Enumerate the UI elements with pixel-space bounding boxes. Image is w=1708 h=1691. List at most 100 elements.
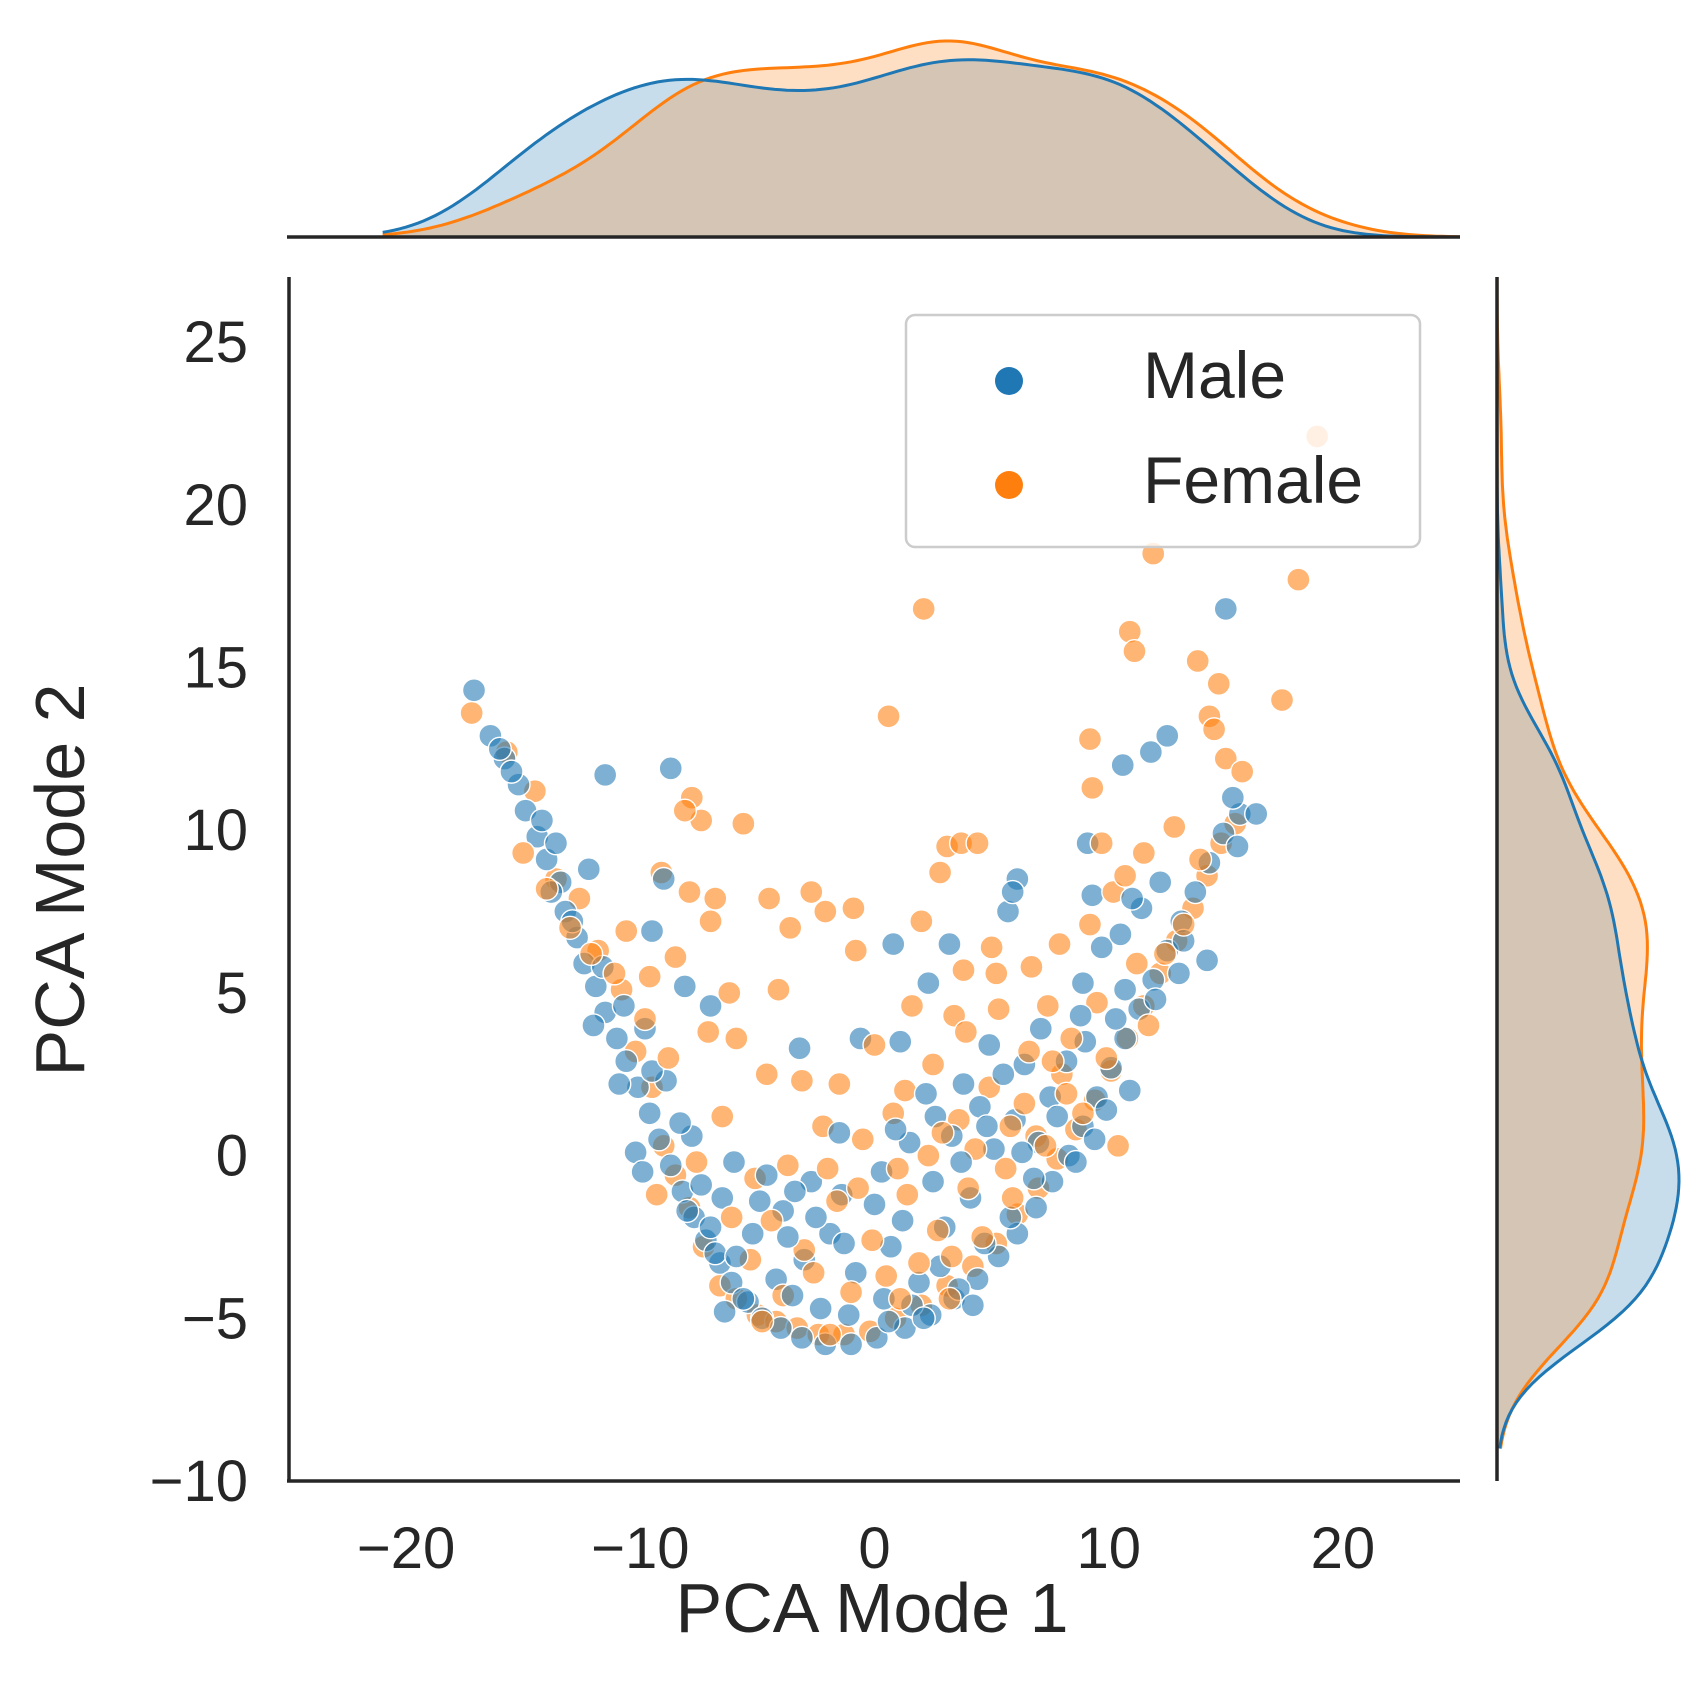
scatter-point-female [1000,1185,1025,1211]
scatter-point-female [850,1127,875,1152]
y-tick-label: 10 [183,798,248,863]
scatter-point-female [874,1263,899,1289]
scatter-point-female [789,1068,815,1093]
scatter-point-female [965,831,990,856]
scatter-point-male [611,993,637,1019]
scatter-point-male [838,1332,864,1357]
scatter-point-female [1059,1026,1084,1051]
scatter-point-female [775,1153,801,1178]
scatter-point-male [1244,801,1269,827]
scatter-point-female [756,886,782,911]
scatter-point-female [895,1182,920,1207]
scatter-point-male [780,1283,805,1308]
scatter-point-male [1119,886,1145,911]
scatter-point-male [1009,1140,1035,1165]
scatter-point-female [1016,1039,1042,1064]
scatter-point-male [614,1049,639,1074]
scatter-point-male [672,974,697,999]
scatter-point-male [1220,785,1246,810]
scatter-point-male [658,756,683,781]
scatter-point-male [1143,987,1168,1012]
scatter-point-female [632,1006,658,1032]
scatter-point-female [696,1019,721,1045]
scatter-point-female [724,1026,749,1051]
scatter-point-female [459,700,484,726]
scatter-point-female [953,1019,979,1045]
scatter-point-female [1269,687,1295,713]
scatter-point-male [1070,970,1096,996]
scatter-point-female [827,1071,852,1097]
top-kde-line-male [382,58,1460,239]
scatter-point-male [1103,1006,1128,1032]
scatter-point-female [892,1078,918,1103]
scatter-point-female [930,1120,955,1146]
scatter-point-male [1194,948,1220,973]
scatter-point-male [1138,739,1164,765]
scatter-point-male [740,1221,765,1246]
scatter-point-female [979,935,1004,960]
right-kde-line-female [1495,277,1649,1449]
scatter-point-female [1019,954,1044,980]
scatter-point-male [1225,834,1250,859]
scatter-point-female [841,896,866,921]
scatter-point-male [604,1026,630,1051]
scatter-point-female [1131,840,1157,866]
scatter-point-male [890,1208,915,1233]
legend-marker-female [995,471,1023,499]
scatter-point-female [1122,639,1147,664]
legend-frame [904,313,1422,549]
scatter-point-male [913,1081,939,1106]
scatter-point-female [1201,717,1227,742]
scatter-point-male [862,1192,887,1217]
scatter-point-female [1171,912,1196,937]
scatter-point-female [710,1104,735,1129]
y-tick-label: 5 [216,961,248,1026]
scatter-point-male [754,1162,779,1188]
scatter-point-male [808,1296,833,1321]
scatter-point-female [813,899,838,924]
scatter-point-male [960,1293,986,1318]
scatter-point-female [911,596,936,622]
scatter-point-female [637,964,662,989]
scatter-point-male [977,1032,1002,1058]
scatter-point-male [1089,935,1114,960]
y-tick-labels: −10 −5 0 5 10 15 20 25 [150,310,248,1514]
scatter-point-female [888,1286,913,1311]
scatter-point-male [646,1127,672,1152]
scatter-point-female [1286,567,1311,592]
scatter-point-female [859,1227,885,1253]
right-marginal-kde [1495,277,1681,1481]
scatter-point-female [885,1156,911,1181]
scatter-point-male [888,1029,913,1054]
scatter-point-male [937,931,962,957]
scatter-point-male [974,1114,1000,1139]
scatter-point-male [1023,1195,1049,1220]
scatter-point-male [721,1149,747,1175]
scatter-point-male [1094,1097,1119,1123]
scatter-point-female [951,957,976,983]
y-tick-label: −5 [182,1286,248,1351]
scatter-point-male [831,1231,857,1256]
scatter-point-female [970,1224,995,1250]
scatter-point-male [1112,1026,1138,1051]
scatter-point-female [698,909,723,934]
scatter-point-female [1077,912,1103,937]
scatter-point-female [1089,831,1114,856]
scatter-point-female [656,1045,681,1071]
scatter-point-male [487,736,512,762]
scatter-point-female [663,944,688,970]
scatter-point-male [637,1101,662,1126]
legend-label-male: Male [1143,338,1286,412]
scatter-point-female [644,1182,669,1207]
scatter-point-male [1108,922,1133,947]
scatter-point-female [578,941,604,967]
scatter-point-female [909,909,934,934]
scatter-point-female [719,1205,744,1230]
scatter-point-male [639,918,665,944]
scatter-point-male [703,1241,728,1266]
scatter-point-female [801,1260,826,1285]
scatter-point-female [939,1244,964,1269]
x-tick-label: 20 [1311,1516,1376,1581]
scatter-point-female [1054,1081,1079,1106]
